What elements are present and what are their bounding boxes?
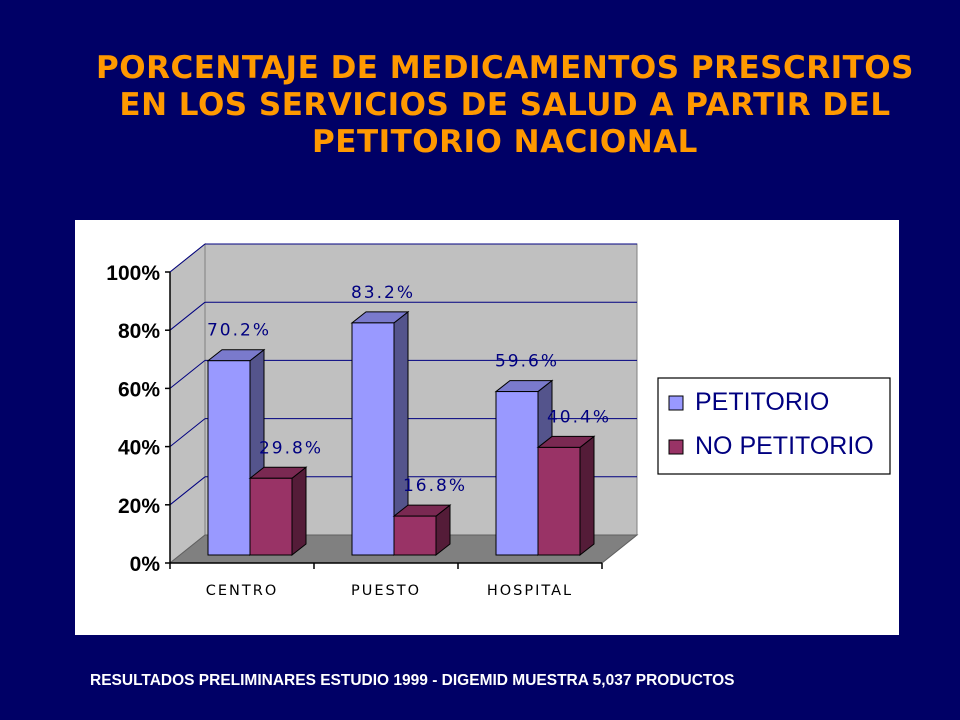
gridline-side bbox=[169, 243, 206, 273]
gridline-side bbox=[169, 418, 206, 447]
legend: PETITORIO NO PETITORIO bbox=[657, 377, 891, 475]
data-label: 16.8% bbox=[403, 476, 467, 496]
data-label: 70.2% bbox=[207, 321, 271, 341]
bar-side bbox=[291, 466, 307, 557]
x-tick-label: HOSPITAL bbox=[487, 583, 573, 599]
legend-label: NO PETITORIO bbox=[695, 432, 874, 460]
bar-chart: 0% 20% 40% 60% 80% 100% CENTRO PUESTO HOSPITAL 70… bbox=[106, 242, 891, 599]
bar-petitorio-hospital bbox=[495, 391, 539, 556]
y-tick-label: 40% bbox=[118, 437, 160, 460]
bar-petitorio-centro bbox=[207, 360, 251, 556]
y-tick-label: 0% bbox=[130, 553, 161, 576]
bar-no-petitorio-centro bbox=[249, 477, 293, 556]
gridline-side bbox=[169, 476, 206, 506]
bar-no-petitorio-puesto bbox=[393, 515, 437, 556]
plot-side-wall bbox=[169, 242, 206, 565]
bar-side bbox=[579, 435, 595, 557]
chart-panel: 0% 20% 40% 60% 80% 100% CENTRO PUESTO HOSPITAL 70… bbox=[75, 220, 899, 635]
data-label: 59.6% bbox=[495, 352, 559, 372]
legend-swatch bbox=[668, 439, 684, 455]
legend-label: PETITORIO bbox=[695, 388, 829, 416]
data-label: 29.8% bbox=[259, 438, 323, 458]
title-line-1: PORCENTAJE DE MEDICAMENTOS PRESCRITOS bbox=[96, 50, 914, 86]
gridline-side bbox=[169, 301, 206, 331]
title-line-3: PETITORIO NACIONAL bbox=[312, 124, 698, 160]
bar-petitorio-puesto bbox=[351, 322, 395, 556]
legend-swatch bbox=[668, 395, 684, 411]
bar-no-petitorio-hospital bbox=[537, 446, 581, 556]
x-tick-label: CENTRO bbox=[206, 583, 278, 599]
gridline-side bbox=[169, 360, 206, 389]
y-tick-label: 100% bbox=[106, 262, 160, 285]
data-label: 40.4% bbox=[547, 407, 611, 427]
slide-title: PORCENTAJE DE MEDICAMENTOS PRESCRITOS EN… bbox=[60, 50, 950, 161]
y-tick-label: 80% bbox=[118, 320, 160, 343]
footer-note: RESULTADOS PRELIMINARES ESTUDIO 1999 - D… bbox=[90, 672, 735, 689]
y-tick-label: 20% bbox=[118, 495, 160, 518]
legend-box bbox=[657, 377, 891, 475]
x-tick-label: PUESTO bbox=[351, 583, 421, 599]
data-label: 83.2% bbox=[351, 283, 415, 303]
y-tick-label: 60% bbox=[118, 378, 160, 401]
title-line-2: EN LOS SERVICIOS DE SALUD A PARTIR DEL bbox=[119, 87, 891, 123]
